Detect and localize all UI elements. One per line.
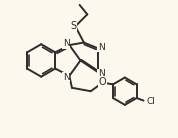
Text: N: N xyxy=(63,39,70,48)
Text: N: N xyxy=(98,69,105,78)
Text: Cl: Cl xyxy=(147,97,156,106)
Text: O: O xyxy=(99,77,106,87)
Text: N: N xyxy=(98,43,105,52)
Text: S: S xyxy=(70,21,77,31)
Text: N: N xyxy=(63,73,70,82)
